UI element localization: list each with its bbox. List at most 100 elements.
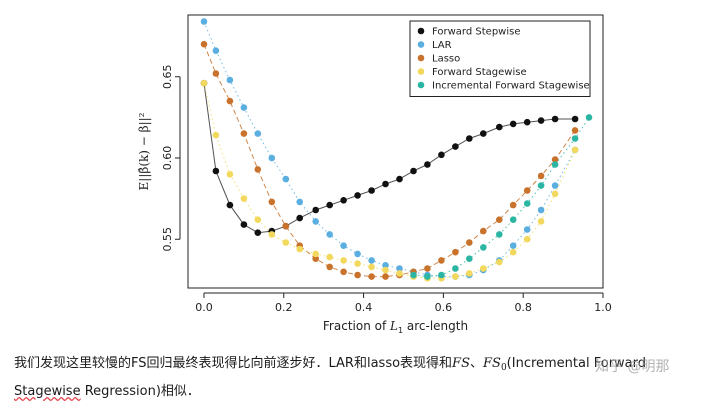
- x-axis-label-var: L: [389, 319, 398, 333]
- caption-text-2: (Incremental Forward: [506, 356, 647, 371]
- legend-label: LAR: [432, 40, 452, 51]
- x-tick-label: 0.8: [514, 301, 532, 314]
- data-point: [523, 235, 531, 243]
- data-point: [523, 187, 531, 194]
- data-point: [226, 201, 234, 209]
- data-point: [537, 117, 545, 124]
- data-point: [268, 198, 276, 206]
- data-point: [410, 271, 417, 279]
- data-point: [466, 135, 473, 142]
- caption-math-fs: FS: [452, 356, 470, 371]
- x-axis-label: Fraction of L1 arc-length: [323, 319, 468, 335]
- caption-math-fs0-sub: 0: [500, 363, 507, 373]
- data-point: [523, 118, 531, 126]
- caption-math-fs0-base: FS: [483, 356, 501, 371]
- data-point: [480, 244, 487, 251]
- data-point: [537, 182, 545, 189]
- caption-math-fs0: FS0: [483, 356, 507, 373]
- data-point: [326, 231, 334, 238]
- data-point: [368, 187, 375, 194]
- data-point: [240, 130, 248, 137]
- data-point: [312, 250, 320, 258]
- data-point: [268, 231, 276, 238]
- data-point: [296, 245, 304, 253]
- data-point: [240, 221, 248, 228]
- data-point: [466, 239, 473, 246]
- data-point: [354, 260, 361, 267]
- data-point: [424, 273, 431, 280]
- data-point: [368, 263, 375, 271]
- data-point: [452, 143, 459, 150]
- data-point: [496, 123, 503, 131]
- data-point: [354, 271, 361, 279]
- data-point: [368, 257, 375, 264]
- series-layer: [200, 18, 593, 282]
- legend-marker: [417, 81, 425, 89]
- series-line: [203, 83, 576, 234]
- data-point: [254, 130, 262, 137]
- data-point: [340, 268, 347, 276]
- data-point: [282, 175, 290, 183]
- data-point: [438, 257, 445, 264]
- data-point: [254, 216, 262, 223]
- data-point: [268, 154, 276, 162]
- plot-box: [187, 14, 604, 289]
- data-point: [382, 262, 389, 269]
- data-point: [382, 180, 389, 188]
- legend-marker: [417, 54, 425, 62]
- data-point: [480, 265, 487, 272]
- caption-text-3: Regression)相似．: [80, 384, 200, 399]
- data-point: [226, 171, 234, 178]
- data-point: [340, 242, 347, 249]
- data-point: [240, 195, 248, 202]
- data-point: [382, 273, 389, 280]
- data-point: [496, 231, 503, 238]
- x-tick-label: 0.2: [275, 301, 293, 314]
- data-point: [480, 130, 487, 137]
- legend-label: Forward Stepwise: [432, 27, 520, 38]
- data-point: [396, 265, 403, 272]
- legend-label: Lasso: [432, 54, 460, 65]
- data-point: [296, 214, 304, 222]
- axes: 0.0 0.2 0.4 0.6 0.8 1.0 0.55 0.60 0.65 Fraction o…: [137, 65, 612, 336]
- series-line: [203, 44, 576, 278]
- data-point: [340, 257, 347, 264]
- x-tick-label: 0.6: [435, 301, 453, 314]
- series-forward-stagewise: [200, 79, 579, 282]
- data-point: [282, 239, 290, 246]
- y-tick-label: 0.60: [161, 146, 174, 171]
- data-point: [509, 242, 517, 249]
- data-point: [424, 161, 431, 168]
- data-point: [212, 47, 220, 54]
- chart: 0.0 0.2 0.4 0.6 0.8 1.0 0.55 0.60 0.65 Fraction o…: [137, 14, 612, 336]
- data-point: [551, 182, 559, 189]
- legend-marker: [417, 68, 425, 75]
- data-point: [326, 263, 334, 271]
- series-forward-stepwise: [200, 79, 579, 236]
- data-point: [452, 273, 459, 280]
- data-point: [312, 206, 320, 214]
- legend-label: Forward Stagewise: [432, 67, 527, 78]
- data-point: [523, 226, 531, 233]
- data-point: [254, 229, 262, 236]
- plot-frame: [187, 14, 604, 289]
- caption: 我们发现这里较慢的FS回归最终表现得比向前逐步好．LAR和lasso表现得和FS…: [14, 352, 710, 404]
- data-point: [312, 218, 320, 225]
- data-point: [368, 273, 375, 280]
- data-point: [326, 201, 334, 209]
- data-point: [226, 76, 234, 84]
- data-point: [438, 151, 445, 159]
- data-point: [340, 197, 347, 204]
- data-point: [424, 265, 431, 272]
- y-tick-label: 0.55: [161, 227, 174, 252]
- legend-marker: [417, 41, 425, 48]
- data-point: [200, 18, 208, 25]
- watermark: 知乎 @明那: [595, 359, 670, 375]
- data-point: [571, 146, 579, 154]
- data-point: [282, 222, 290, 230]
- data-point: [410, 167, 417, 175]
- data-point: [571, 135, 579, 142]
- series-line: [203, 83, 576, 279]
- data-point: [382, 266, 389, 274]
- data-point: [396, 175, 403, 183]
